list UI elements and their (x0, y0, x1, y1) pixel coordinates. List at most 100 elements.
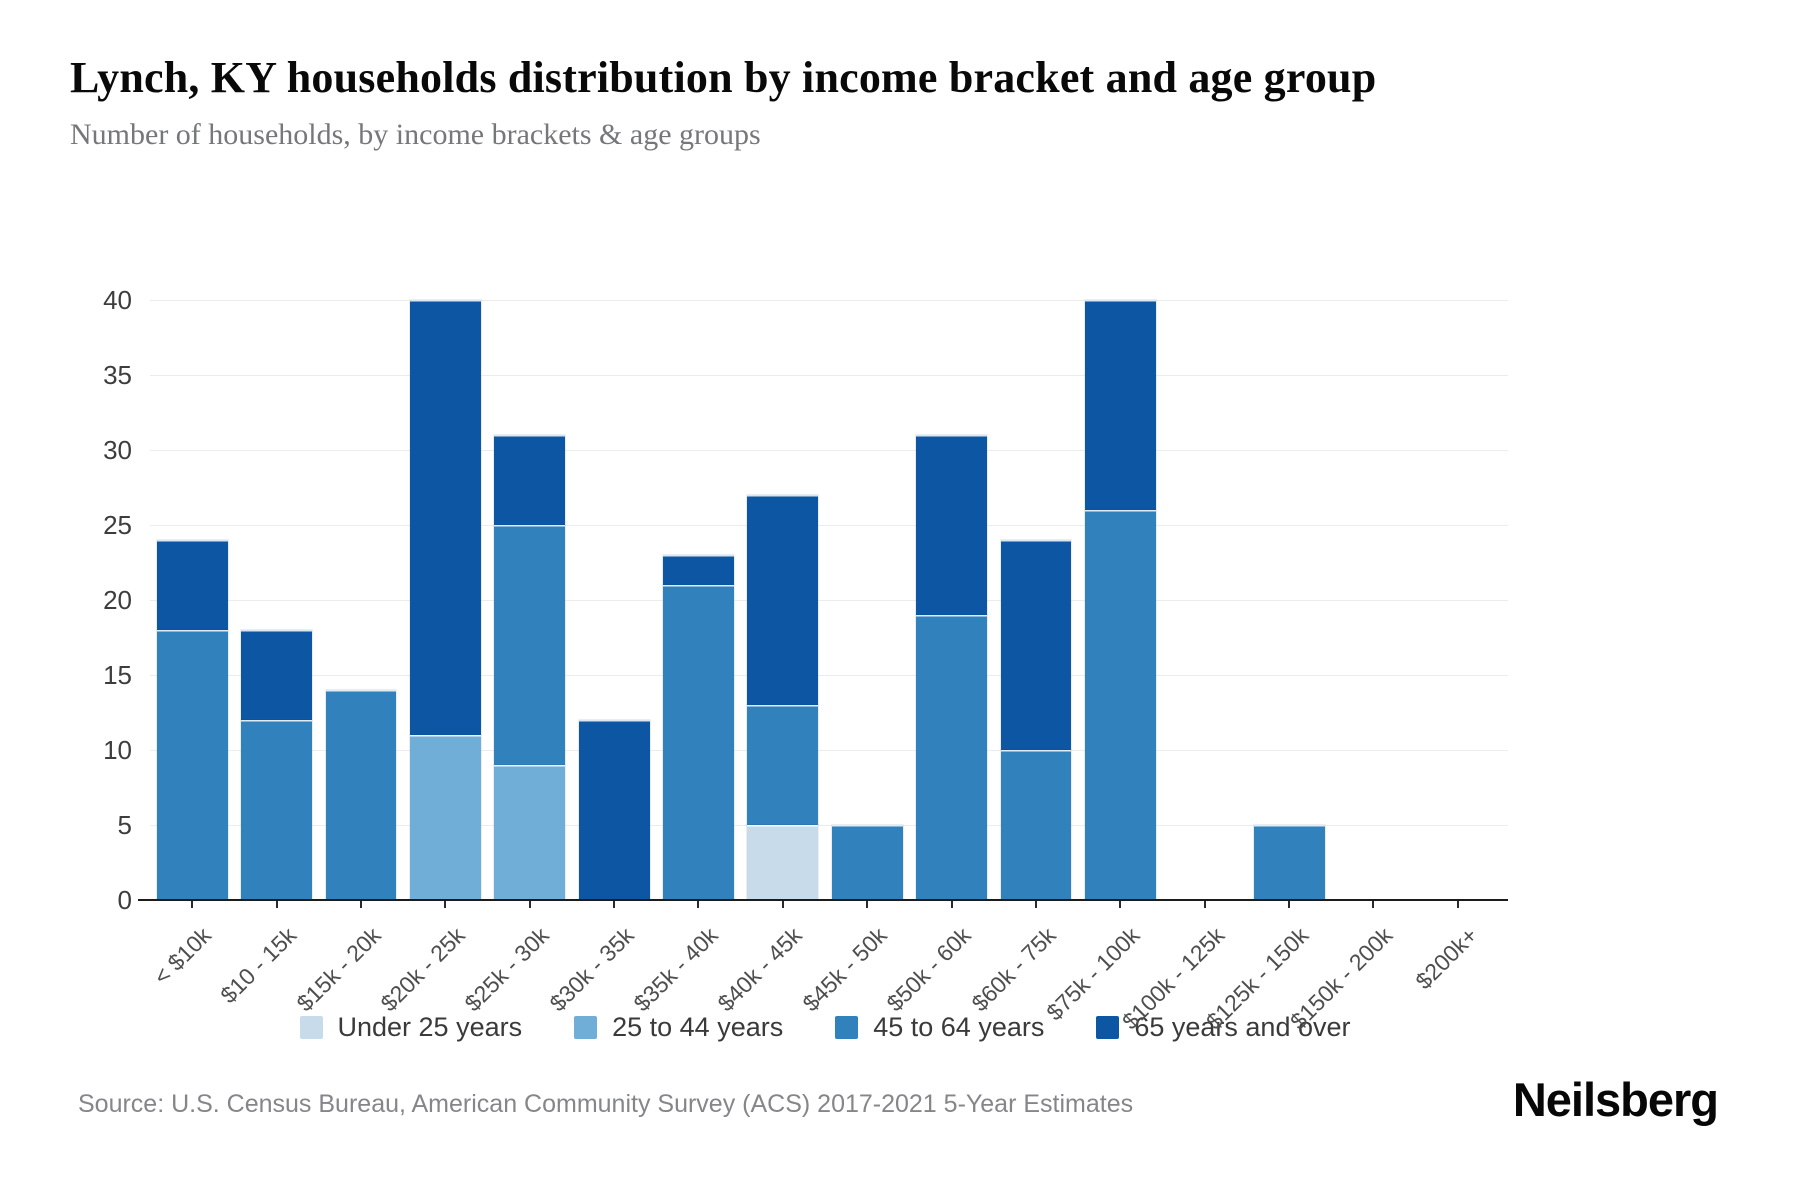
x-axis-tick (275, 900, 278, 908)
y-tick-label: 0 (117, 885, 132, 915)
x-axis-tick (1288, 900, 1291, 908)
bar-segment (156, 630, 228, 900)
bar-segment (1000, 540, 1072, 750)
bar-slot: $100k - 125k (1117, 300, 1247, 1034)
y-tick-label: 20 (103, 585, 132, 615)
bar-slot: $50k - 60k (882, 300, 993, 1016)
bar-segment (916, 615, 987, 900)
bar-segment (831, 825, 903, 900)
gridline-y-25 (150, 525, 1508, 526)
x-axis-label: $15k - 20k (290, 922, 386, 1017)
bar-segment (747, 495, 819, 705)
legend-item: 45 to 64 years (835, 1012, 1044, 1043)
x-axis-tick (444, 900, 447, 908)
bar-slot: $15k - 20k (291, 300, 403, 1016)
bar-segment (916, 435, 987, 615)
x-axis-tick (1119, 900, 1122, 908)
x-axis-label: $45k - 50k (797, 922, 892, 1017)
bar-slot: $20k - 25k (375, 300, 487, 1016)
x-axis-tick (191, 900, 194, 908)
gridline-y-20 (150, 600, 1508, 601)
x-axis-tick (1203, 900, 1206, 908)
y-tick-label: 35 (103, 360, 132, 390)
bar-slot: $45k - 50k (797, 300, 909, 1016)
legend-label: 65 years and over (1134, 1012, 1351, 1042)
x-axis-tick (950, 900, 953, 908)
bar-segment (241, 720, 312, 900)
bar-stack (325, 300, 397, 900)
bar-stack (1338, 300, 1409, 900)
bar-segment (156, 540, 228, 630)
bar-segment (663, 585, 734, 900)
bar-stack (1084, 300, 1156, 900)
legend-label: 45 to 64 years (873, 1012, 1045, 1042)
x-axis-label: $40k - 45k (712, 922, 808, 1017)
x-axis-label: $200k+ (1409, 922, 1483, 995)
y-tick-label: 25 (103, 510, 132, 540)
bar-slot: < $10k (149, 300, 234, 990)
bar-segment (325, 690, 397, 900)
x-axis-label: $35k - 40k (628, 922, 723, 1017)
bar-slot: $25k - 30k (460, 300, 572, 1016)
chart-subtitle: Number of households, by income brackets… (70, 118, 761, 151)
bar-stack (409, 300, 481, 900)
x-axis-tick (866, 900, 869, 908)
x-axis-tick (781, 900, 784, 908)
chart-title: Lynch, KY households distribution by inc… (70, 53, 1377, 102)
plot-area: 0 5 10 15 20 25 30 35 40 < $10k $10 - 15k $15k - 2… (103, 285, 1508, 1034)
x-axis-label: $30k - 35k (544, 922, 639, 1017)
gridline-y-35 (150, 375, 1508, 376)
gridline-y-5 (150, 825, 1508, 826)
bar-stack (578, 300, 650, 900)
legend-swatch (299, 1016, 323, 1039)
gridline-y-40 (150, 300, 1508, 301)
x-axis-tick (1372, 900, 1375, 908)
bar-segment (409, 735, 481, 900)
x-axis-label: $20k - 25k (375, 922, 470, 1017)
bar-segment (409, 300, 481, 735)
bar-segment (747, 825, 819, 900)
y-tick-label: 40 (103, 285, 132, 315)
legend-item: Under 25 years (299, 1012, 523, 1043)
legend-label: 25 to 44 years (612, 1012, 784, 1042)
x-axis-label: $10 - 15k (214, 922, 301, 1009)
y-tick-label: 10 (103, 735, 132, 765)
bar-slot: $40k - 45k (713, 300, 825, 1016)
bar-slot: $200k+ (1410, 300, 1500, 994)
x-axis-line (138, 899, 1508, 901)
legend-item: 25 to 44 years (574, 1012, 783, 1043)
x-axis-tick (1456, 900, 1459, 908)
bar-segment (747, 705, 819, 825)
legend-swatch (1096, 1016, 1120, 1039)
bars-layer: < $10k $10 - 15k $15k - 20k $20k - 25k $25k … (149, 300, 1500, 1034)
legend-label: Under 25 years (337, 1012, 523, 1042)
bar-segment (241, 630, 312, 720)
bar-segment (578, 720, 650, 900)
bar-segment (494, 765, 566, 900)
y-tick-label: 30 (103, 435, 132, 465)
bar-slot: $10 - 15k (215, 300, 318, 1008)
source-note: Source: U.S. Census Bureau, American Com… (78, 1090, 1134, 1118)
bar-slot: $150k - 200k (1285, 300, 1415, 1034)
bar-stack (747, 300, 819, 900)
x-axis-tick (359, 900, 362, 908)
bar-stack (494, 300, 566, 900)
legend: Under 25 years 25 to 44 years 45 to 64 yea… (150, 1012, 1500, 1043)
x-axis-label: $25k - 30k (459, 922, 555, 1017)
legend-swatch (835, 1016, 859, 1039)
bar-segment (1084, 510, 1156, 900)
legend-item: 65 years and over (1096, 1012, 1351, 1043)
x-axis-label: < $10k (148, 922, 217, 990)
x-axis-tick (613, 900, 616, 908)
bar-slot: $30k - 35k (544, 300, 656, 1016)
x-axis-tick (528, 900, 531, 908)
bar-segment (494, 525, 566, 765)
bar-slot: $35k - 40k (628, 300, 740, 1016)
bar-slot: $75k - 100k (1041, 300, 1162, 1025)
bar-stack (156, 300, 228, 900)
gridline-y-15 (150, 675, 1508, 676)
bar-stack (241, 300, 312, 900)
bar-stack (831, 300, 903, 900)
bar-segment (1000, 750, 1072, 900)
